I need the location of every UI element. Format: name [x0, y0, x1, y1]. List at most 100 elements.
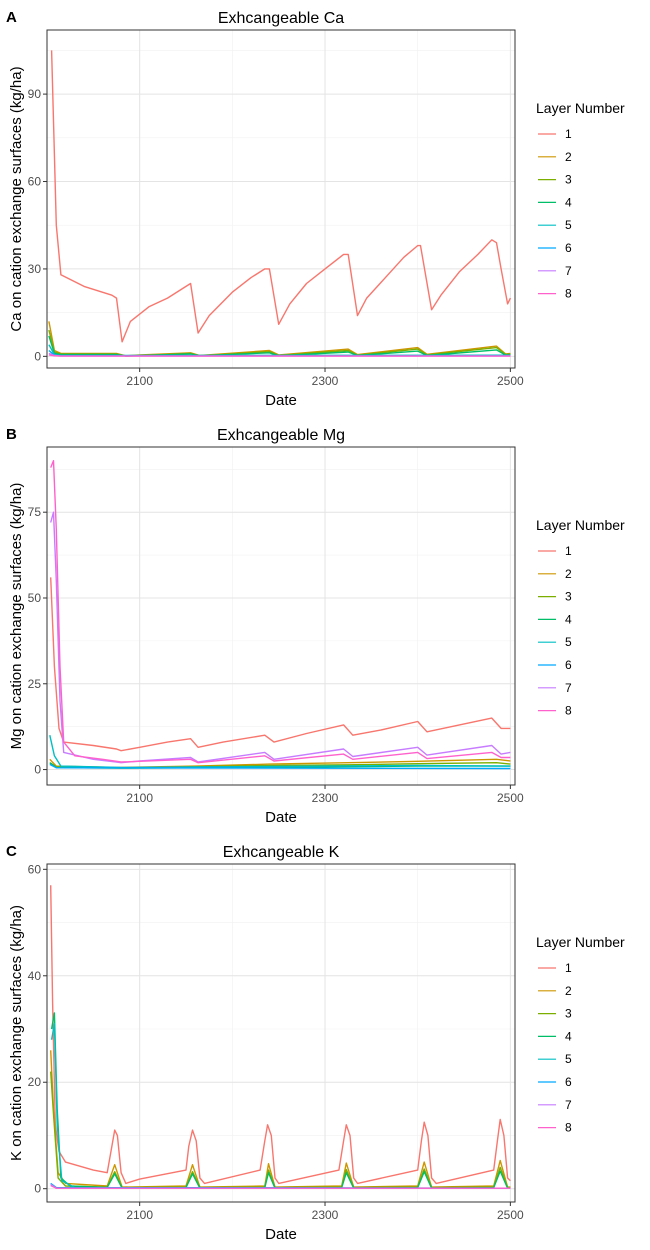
legend-item-7: 7: [538, 264, 572, 278]
legend-item-8: 8: [538, 704, 572, 718]
legend-label: 4: [565, 612, 572, 626]
y-tick-label: 50: [28, 591, 42, 605]
legend-item-4: 4: [538, 195, 572, 209]
legend-item-3: 3: [538, 1007, 572, 1021]
series-line-1: [50, 577, 511, 752]
y-axis-label: Ca on cation exchange surfaces (kg/ha): [8, 66, 25, 331]
plot-background: [47, 864, 515, 1202]
series-line-8: [50, 1184, 511, 1189]
series-group: [49, 460, 511, 770]
legend-label: 3: [565, 1007, 572, 1021]
plot-border: [46, 446, 516, 786]
chart-panel-a: A Exhcangeable Ca 2100 2300 2500 0 30 60 90 Date C…: [6, 9, 625, 409]
legend-label: 3: [565, 173, 572, 187]
legend-label: 2: [565, 567, 572, 581]
panel-letter: C: [6, 843, 17, 860]
legend-label: 4: [565, 1029, 572, 1043]
legend-title: Layer Number: [536, 934, 625, 950]
legend-item-1: 1: [538, 961, 572, 975]
series-line-8: [50, 460, 511, 764]
legend-item-6: 6: [538, 658, 572, 672]
chart-panel-c: C Exhcangeable K 2100 2300 2500 0 20 40 60 Date K …: [6, 843, 625, 1243]
legend-item-6: 6: [538, 1075, 572, 1089]
y-tick-label: 60: [28, 862, 42, 876]
legend-item-1: 1: [538, 544, 572, 558]
legend-label: 2: [565, 984, 572, 998]
x-tick-label: 2500: [497, 374, 524, 388]
legend-label: 7: [565, 1098, 572, 1112]
legend-item-5: 5: [538, 218, 572, 232]
plot-background: [47, 447, 515, 785]
legend-label: 1: [565, 127, 572, 141]
legend-item-8: 8: [538, 1121, 572, 1135]
series-line-6: [49, 763, 511, 770]
panel-letter: A: [6, 9, 17, 26]
x-axis-label: Date: [265, 809, 297, 826]
legend-label: 3: [565, 590, 572, 604]
x-axis-label: Date: [265, 1226, 297, 1243]
legend-item-7: 7: [538, 1098, 572, 1112]
x-tick-label: 2100: [126, 791, 153, 805]
series-line-4: [48, 335, 511, 357]
series-line-8: [48, 354, 511, 357]
y-tick-label: 90: [28, 87, 42, 101]
plot-border: [46, 29, 516, 369]
legend-label: 5: [565, 635, 572, 649]
legend-item-4: 4: [538, 612, 572, 626]
legend-label: 8: [565, 704, 572, 718]
x-tick-label: 2100: [126, 1208, 153, 1222]
x-tick-label: 2500: [497, 1208, 524, 1222]
legend-item-7: 7: [538, 681, 572, 695]
y-axis-label: K on cation exchange surfaces (kg/ha): [8, 905, 25, 1161]
legend-label: 6: [565, 1075, 572, 1089]
legend-item-5: 5: [538, 635, 572, 649]
legend-item-3: 3: [538, 590, 572, 604]
x-axis-label: Date: [265, 392, 297, 409]
series-line-2: [50, 1050, 511, 1188]
x-tick-label: 2300: [312, 1208, 339, 1222]
legend-label: 6: [565, 241, 572, 255]
legend-label: 7: [565, 264, 572, 278]
series-line-1: [50, 885, 511, 1185]
legend-label: 1: [565, 961, 572, 975]
x-tick-label: 2100: [126, 374, 153, 388]
legend-item-2: 2: [538, 567, 572, 581]
series-line-1: [50, 50, 512, 343]
y-tick-label: 40: [28, 969, 42, 983]
legend-item-2: 2: [538, 150, 572, 164]
legend-item-3: 3: [538, 173, 572, 187]
chart-title: Exhcangeable Mg: [217, 427, 345, 444]
y-axis-label: Mg on cation exchange surfaces (kg/ha): [8, 483, 25, 750]
chart-title: Exhcangeable Ca: [218, 10, 344, 27]
legend-label: 4: [565, 195, 572, 209]
series-group: [50, 885, 511, 1189]
legend-item-8: 8: [538, 287, 572, 301]
legend-label: 1: [565, 544, 572, 558]
legend-title: Layer Number: [536, 517, 625, 533]
y-tick-label: 0: [34, 763, 41, 777]
y-tick-label: 20: [28, 1075, 42, 1089]
legend-label: 5: [565, 1052, 572, 1066]
y-tick-label: 25: [28, 677, 42, 691]
legend-item-1: 1: [538, 127, 572, 141]
legend-label: 8: [565, 287, 572, 301]
legend-label: 2: [565, 150, 572, 164]
y-tick-label: 30: [28, 262, 42, 276]
chart-title: Exhcangeable K: [223, 844, 340, 861]
series-group: [48, 50, 512, 357]
legend-label: 8: [565, 1121, 572, 1135]
legend-item-5: 5: [538, 1052, 572, 1066]
x-tick-label: 2300: [312, 791, 339, 805]
y-tick-label: 60: [28, 175, 42, 189]
y-tick-label: 0: [34, 349, 41, 363]
legend-label: 5: [565, 218, 572, 232]
plot-border: [46, 863, 516, 1203]
y-tick-label: 75: [28, 505, 42, 519]
legend-title: Layer Number: [536, 100, 625, 116]
x-tick-label: 2500: [497, 791, 524, 805]
legend-label: 7: [565, 681, 572, 695]
legend-item-4: 4: [538, 1029, 572, 1043]
